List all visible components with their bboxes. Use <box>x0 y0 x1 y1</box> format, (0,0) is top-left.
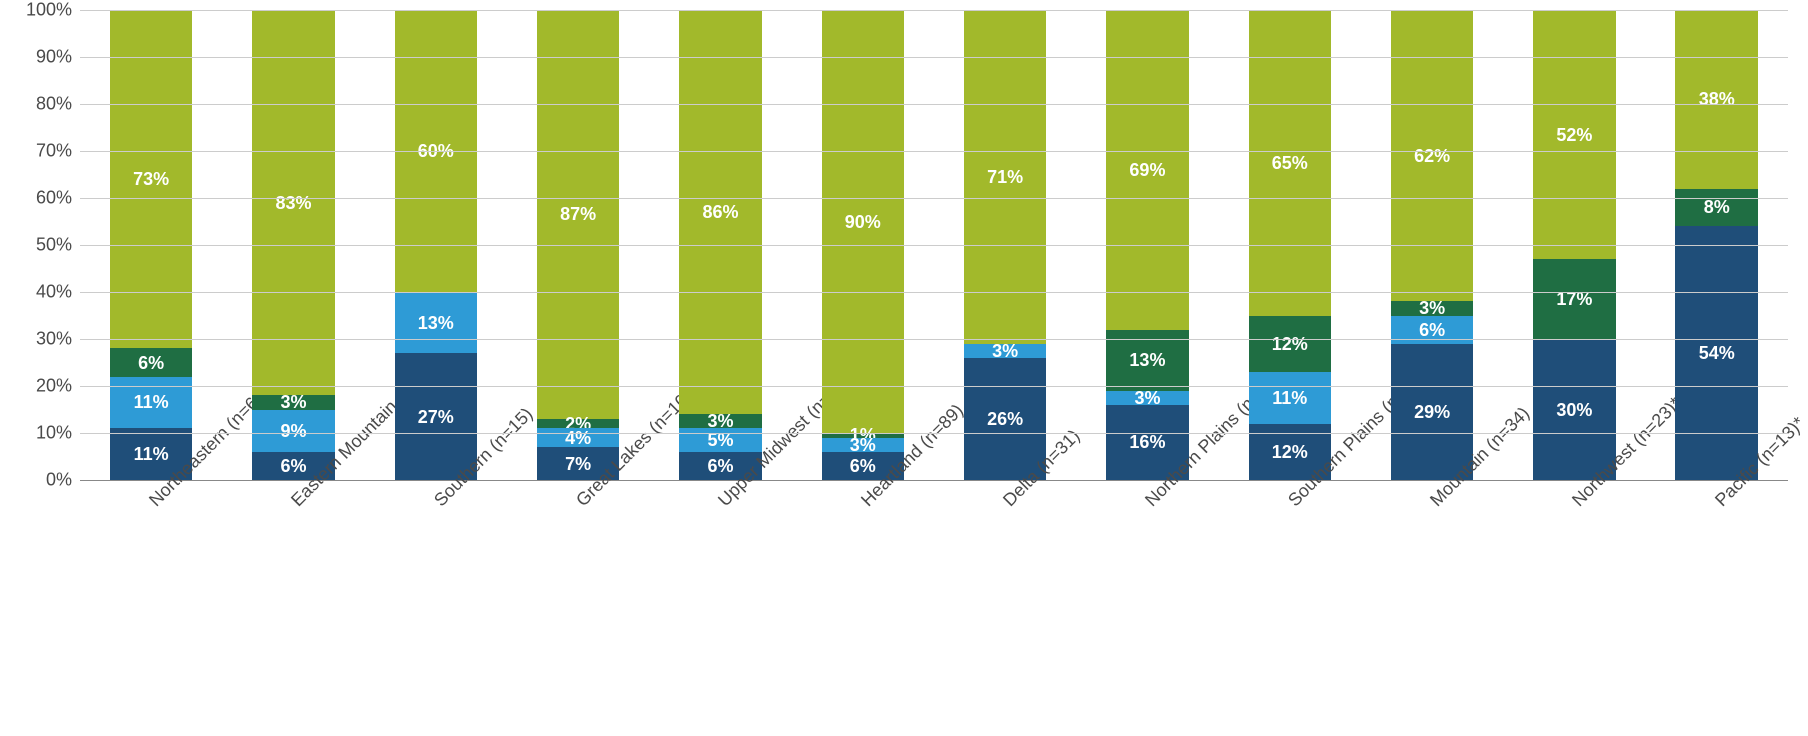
gridline <box>80 104 1788 105</box>
bar-segment: 9% <box>252 410 335 452</box>
bar-segment: 17% <box>1533 259 1616 339</box>
gridline <box>80 245 1788 246</box>
y-tick-label: 30% <box>36 329 80 350</box>
gridline <box>80 57 1788 58</box>
bar-segment: 83% <box>252 10 335 395</box>
bar-segment: 86% <box>679 10 762 414</box>
bar-segment: 3% <box>1391 301 1474 315</box>
gridline <box>80 433 1788 434</box>
y-tick-label: 80% <box>36 94 80 115</box>
bar-segment: 2% <box>537 419 620 428</box>
gridline <box>80 292 1788 293</box>
bar-segment: 38% <box>1675 10 1758 189</box>
bar-segment: 5% <box>679 428 762 452</box>
bar-segment: 3% <box>1106 391 1189 405</box>
y-tick-label: 20% <box>36 376 80 397</box>
y-tick-label: 50% <box>36 235 80 256</box>
gridline <box>80 339 1788 340</box>
bar-segment: 3% <box>964 344 1047 358</box>
bar-segment: 12% <box>1249 316 1332 372</box>
plot-area: 11%11%6%73%Northeastern (n=66)6%9%3%83%E… <box>80 10 1788 481</box>
bar-segment: 87% <box>537 10 620 419</box>
y-tick-label: 70% <box>36 141 80 162</box>
y-tick-label: 10% <box>36 423 80 444</box>
bar-segment: 52% <box>1533 10 1616 259</box>
bar-segment: 3% <box>679 414 762 428</box>
bar-segment: 11% <box>1249 372 1332 424</box>
y-tick-label: 0% <box>46 470 80 491</box>
y-tick-label: 40% <box>36 282 80 303</box>
bar-segment: 71% <box>964 10 1047 344</box>
gridline <box>80 198 1788 199</box>
stacked-bar-chart: 11%11%6%73%Northeastern (n=66)6%9%3%83%E… <box>0 0 1808 736</box>
gridline <box>80 151 1788 152</box>
y-tick-label: 100% <box>26 0 80 21</box>
bar-segment: 54% <box>1675 226 1758 480</box>
gridline <box>80 386 1788 387</box>
bar-segment: 3% <box>822 438 905 452</box>
bar-segment: 90% <box>822 10 905 433</box>
bar-segment: 65% <box>1249 10 1332 316</box>
bar-segment: 8% <box>1675 189 1758 227</box>
bar-segment: 73% <box>110 10 193 348</box>
gridline <box>80 10 1788 11</box>
bar-segment: 4% <box>537 428 620 447</box>
bar-segment: 62% <box>1391 10 1474 301</box>
y-tick-label: 90% <box>36 47 80 68</box>
bar-segment: 11% <box>110 377 193 429</box>
bar-segment: 6% <box>110 348 193 376</box>
bar-segment: 13% <box>395 292 478 353</box>
y-tick-label: 60% <box>36 188 80 209</box>
bar-segment: 3% <box>252 395 335 409</box>
